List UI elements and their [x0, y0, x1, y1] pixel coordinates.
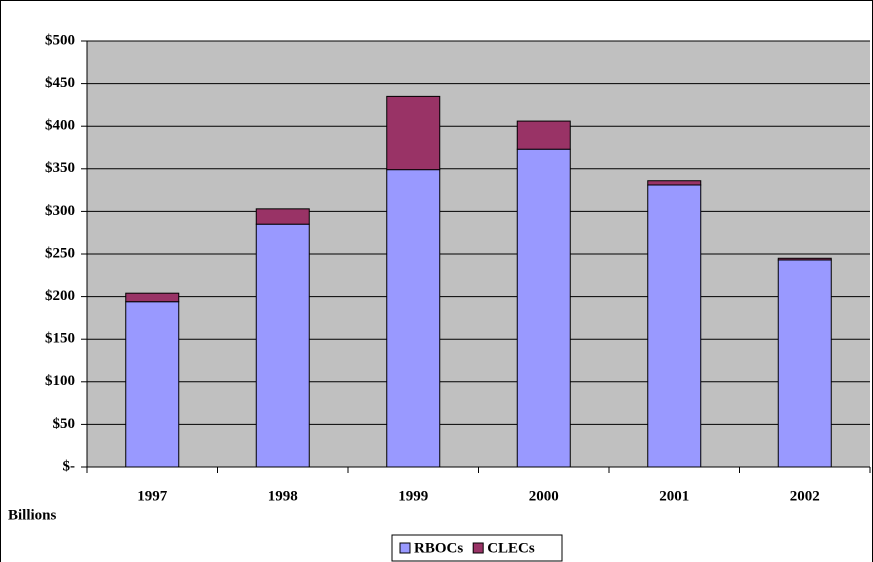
y-tick-label: $500	[45, 32, 75, 48]
y-tick-label: $-	[63, 458, 76, 474]
bar-segment	[647, 184, 702, 468]
y-tick-label: $350	[45, 160, 75, 176]
x-tick-label: 2000	[529, 488, 559, 504]
y-tick-label: $450	[45, 75, 75, 91]
legend-label: CLECs	[487, 540, 535, 556]
legend-swatch	[399, 542, 411, 554]
y-tick-label: $400	[45, 118, 75, 134]
y-tick-label: $150	[45, 331, 75, 347]
x-tick-label: 2001	[659, 488, 689, 504]
bar-segment	[386, 95, 441, 171]
x-tick-label: 1997	[137, 488, 168, 504]
bar-segment	[516, 148, 571, 468]
bar-segment	[125, 301, 180, 468]
bar-segment	[516, 120, 571, 150]
x-tick-label: 2002	[790, 488, 820, 504]
y-tick-label: $300	[45, 203, 75, 219]
y-tick-label: $50	[53, 416, 76, 432]
x-tick-label: 1998	[268, 488, 298, 504]
bar-segment	[777, 259, 832, 468]
bar-segment	[647, 180, 702, 186]
y-tick-label: $100	[45, 373, 75, 389]
y-tick-label: $250	[45, 245, 75, 261]
y-tick-label: $200	[45, 288, 75, 304]
bar-segment	[125, 292, 180, 303]
x-tick-label: 1999	[398, 488, 428, 504]
bar-segment	[386, 169, 441, 468]
bar-segment	[255, 223, 310, 468]
bar-segment	[255, 208, 310, 225]
legend-label: RBOCs	[414, 540, 463, 556]
legend-swatch	[472, 542, 484, 554]
y-axis-label: Billions	[8, 507, 57, 523]
bar-segment	[777, 257, 832, 261]
